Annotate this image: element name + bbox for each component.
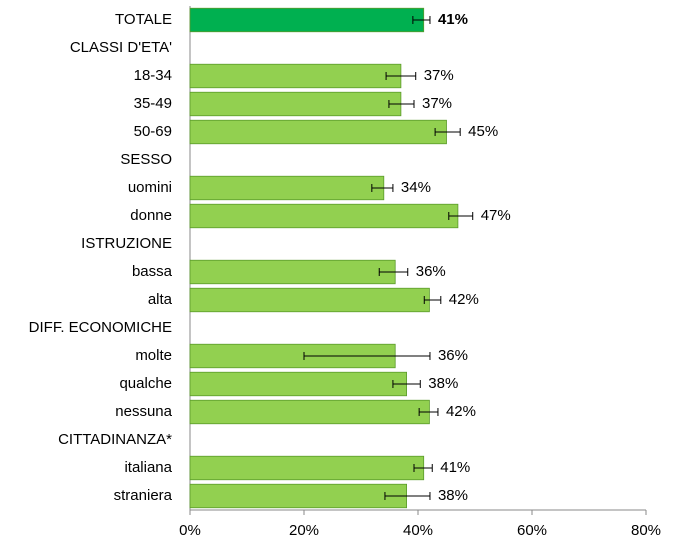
category-label: SESSO <box>120 151 172 168</box>
category-label: 18-34 <box>134 67 172 84</box>
x-tick-label: 80% <box>631 522 661 539</box>
value-label: 37% <box>424 67 454 84</box>
value-label: 45% <box>468 123 498 140</box>
error-bar <box>413 464 433 472</box>
error-bar <box>388 100 415 108</box>
category-label: ISTRUZIONE <box>81 235 172 252</box>
error-bar <box>378 268 409 276</box>
error-bar <box>418 408 439 416</box>
error-bar <box>384 492 431 500</box>
bar <box>189 287 430 313</box>
bar <box>189 259 396 285</box>
value-label: 37% <box>422 95 452 112</box>
error-bar <box>385 72 417 80</box>
value-label: 38% <box>428 375 458 392</box>
bar <box>189 63 402 89</box>
value-label: 36% <box>416 263 446 280</box>
x-tick-label: 20% <box>289 522 319 539</box>
value-label: 34% <box>401 179 431 196</box>
value-label: 38% <box>438 487 468 504</box>
value-label: 41% <box>440 459 470 476</box>
value-label: 42% <box>446 403 476 420</box>
value-label: 36% <box>438 347 468 364</box>
value-label: 47% <box>481 207 511 224</box>
bar <box>189 399 430 425</box>
category-label: alta <box>148 291 173 308</box>
bar <box>189 455 425 481</box>
bar <box>189 371 408 397</box>
category-label: italiana <box>124 459 172 476</box>
error-bar <box>303 352 431 360</box>
x-tick-label: 40% <box>403 522 433 539</box>
value-label: 41% <box>438 11 468 28</box>
bar <box>189 119 447 145</box>
bar <box>189 7 425 33</box>
bar <box>189 483 408 509</box>
bar <box>189 203 459 229</box>
category-label: CLASSI D'ETA' <box>70 39 172 56</box>
category-label: molte <box>135 347 172 364</box>
x-tick-label: 60% <box>517 522 547 539</box>
category-label: straniera <box>114 487 173 504</box>
error-bar <box>448 212 474 220</box>
category-label: donne <box>130 207 172 224</box>
x-tick-label: 0% <box>179 522 201 539</box>
error-bar <box>423 296 442 304</box>
category-label: 35-49 <box>134 95 172 112</box>
bar <box>189 91 402 117</box>
error-bar <box>392 380 421 388</box>
category-label: qualche <box>119 375 172 392</box>
category-label: TOTALE <box>115 11 172 28</box>
error-bar <box>434 128 461 136</box>
category-label: nessuna <box>115 403 172 420</box>
error-bar <box>371 184 394 192</box>
category-label: bassa <box>132 263 173 280</box>
error-bar <box>412 16 431 24</box>
category-label: uomini <box>128 179 172 196</box>
value-label: 42% <box>449 291 479 308</box>
bar <box>189 175 385 201</box>
category-label: CITTADINANZA* <box>58 431 172 448</box>
category-label: DIFF. ECONOMICHE <box>29 319 172 336</box>
category-label: 50-69 <box>134 123 172 140</box>
